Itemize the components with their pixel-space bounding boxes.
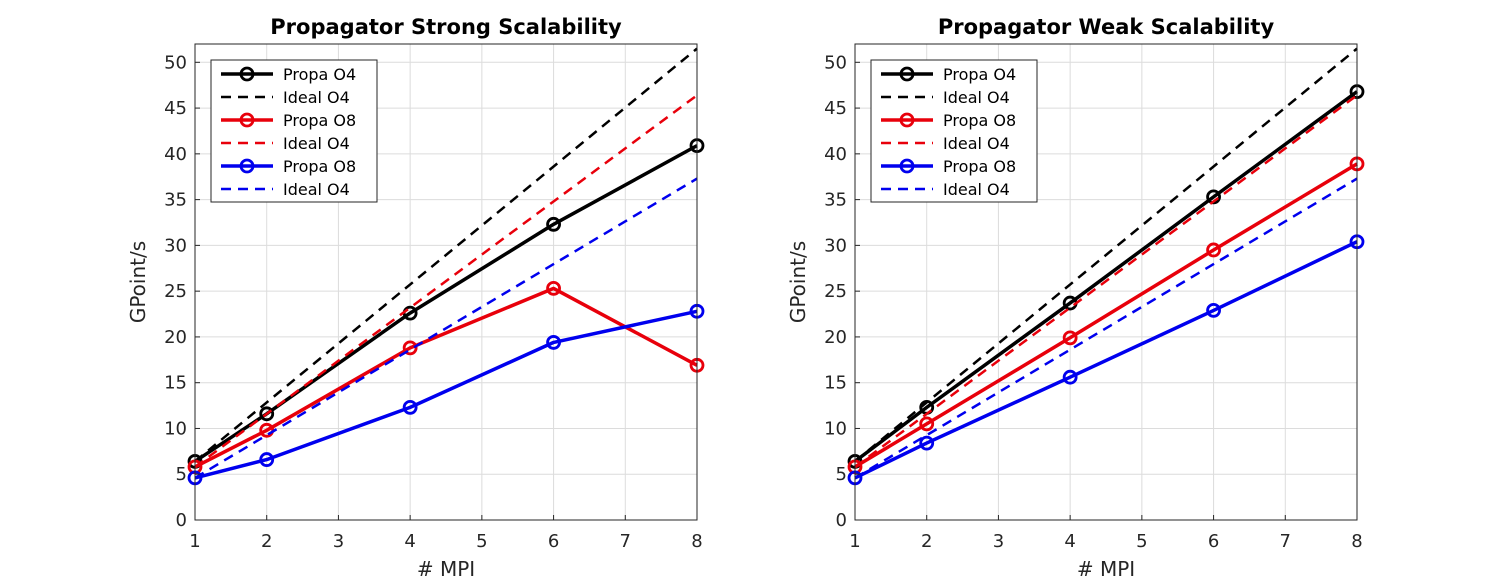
y-axis-label: GPoint/s bbox=[126, 241, 150, 323]
legend-entry-label: Propa O4 bbox=[283, 65, 356, 84]
data-point bbox=[1206, 242, 1221, 258]
x-tick-label: 2 bbox=[261, 531, 272, 552]
data-point bbox=[1206, 302, 1221, 318]
series-line bbox=[854, 94, 1358, 468]
y-tick-label: 45 bbox=[164, 98, 187, 119]
data-point bbox=[402, 400, 418, 415]
legend-swatch-marker bbox=[239, 66, 255, 82]
series-line bbox=[194, 309, 698, 480]
legend-entry-label: Propa O8 bbox=[283, 111, 356, 130]
x-tick-label: 3 bbox=[993, 531, 1004, 552]
x-tick-label: 7 bbox=[1280, 531, 1291, 552]
y-tick-label: 40 bbox=[164, 144, 187, 165]
y-axis-label: GPoint/s bbox=[786, 241, 810, 323]
data-point bbox=[919, 416, 935, 432]
legend-swatch-marker bbox=[899, 112, 915, 128]
data-point bbox=[259, 452, 275, 467]
x-tick-label: 6 bbox=[1208, 531, 1219, 552]
legend-entry-label: Ideal O4 bbox=[283, 88, 350, 107]
series-line bbox=[194, 47, 698, 463]
y-tick-label: 0 bbox=[176, 510, 187, 531]
x-tick-label: 8 bbox=[691, 531, 702, 552]
data-point bbox=[1062, 369, 1078, 385]
legend-box bbox=[210, 59, 378, 203]
x-tick-label: 5 bbox=[476, 531, 487, 552]
axes-box bbox=[854, 43, 1358, 521]
data-point bbox=[546, 335, 561, 350]
y-tick-label: 50 bbox=[164, 52, 187, 73]
legend-entry-label: Propa O4 bbox=[943, 65, 1016, 84]
data-point bbox=[919, 435, 935, 451]
x-tick-label: 5 bbox=[1136, 531, 1147, 552]
series-line bbox=[854, 240, 1358, 480]
legend-box bbox=[870, 59, 1038, 203]
legend-swatch-marker bbox=[239, 158, 255, 174]
series-line bbox=[853, 90, 1359, 463]
legend-entry-label: Ideal O4 bbox=[943, 180, 1010, 199]
y-tick-label: 50 bbox=[824, 52, 847, 73]
y-tick-label: 20 bbox=[824, 327, 847, 348]
x-tick-label: 3 bbox=[333, 531, 344, 552]
legend-entry-label: Ideal O4 bbox=[283, 134, 350, 153]
y-tick-label: 40 bbox=[824, 144, 847, 165]
y-tick-label: 5 bbox=[836, 464, 847, 485]
y-tick-label: 0 bbox=[836, 510, 847, 531]
data-point bbox=[546, 281, 561, 296]
legend-entry-label: Propa O8 bbox=[943, 111, 1016, 130]
x-axis-label: # MPI bbox=[417, 557, 475, 581]
x-tick-label: 4 bbox=[1064, 531, 1075, 552]
y-tick-label: 5 bbox=[176, 464, 187, 485]
y-tick-label: 10 bbox=[824, 418, 847, 439]
legend-entry-label: Propa O8 bbox=[283, 157, 356, 176]
series-line bbox=[194, 177, 698, 479]
legend-entry-label: Ideal O4 bbox=[943, 88, 1010, 107]
x-tick-label: 8 bbox=[1351, 531, 1362, 552]
y-tick-label: 45 bbox=[824, 98, 847, 119]
y-tick-label: 25 bbox=[164, 281, 187, 302]
series-line bbox=[194, 144, 698, 463]
series-line bbox=[854, 177, 1358, 479]
legend-entry-label: Ideal O4 bbox=[943, 134, 1010, 153]
data-point bbox=[402, 340, 418, 356]
x-tick-label: 1 bbox=[849, 531, 860, 552]
chart-title: Propagator Weak Scalability bbox=[938, 15, 1275, 39]
y-tick-label: 15 bbox=[824, 373, 847, 394]
x-tick-label: 4 bbox=[404, 531, 415, 552]
series-line bbox=[194, 286, 698, 469]
x-tick-label: 2 bbox=[921, 531, 932, 552]
y-tick-label: 35 bbox=[164, 190, 187, 211]
data-point bbox=[546, 216, 561, 232]
x-tick-label: 7 bbox=[620, 531, 631, 552]
x-tick-label: 1 bbox=[189, 531, 200, 552]
y-tick-label: 20 bbox=[164, 327, 187, 348]
y-tick-label: 30 bbox=[164, 235, 187, 256]
data-point bbox=[1062, 330, 1078, 346]
legend-entry-label: Propa O8 bbox=[943, 157, 1016, 176]
x-tick-label: 6 bbox=[548, 531, 559, 552]
axes-box bbox=[194, 43, 698, 521]
y-tick-label: 35 bbox=[824, 190, 847, 211]
series-line bbox=[854, 162, 1358, 469]
y-tick-label: 25 bbox=[824, 281, 847, 302]
legend-swatch-marker bbox=[899, 158, 915, 174]
legend-entry-label: Ideal O4 bbox=[283, 180, 350, 199]
data-point bbox=[259, 406, 275, 422]
x-axis-label: # MPI bbox=[1077, 557, 1135, 581]
y-tick-label: 30 bbox=[824, 235, 847, 256]
series-line bbox=[194, 94, 698, 468]
legend-swatch-marker bbox=[899, 66, 915, 82]
legend-swatch-marker bbox=[239, 112, 255, 128]
series-line bbox=[854, 47, 1358, 463]
y-tick-label: 10 bbox=[164, 418, 187, 439]
y-tick-label: 15 bbox=[164, 373, 187, 394]
chart-title: Propagator Strong Scalability bbox=[270, 15, 622, 39]
